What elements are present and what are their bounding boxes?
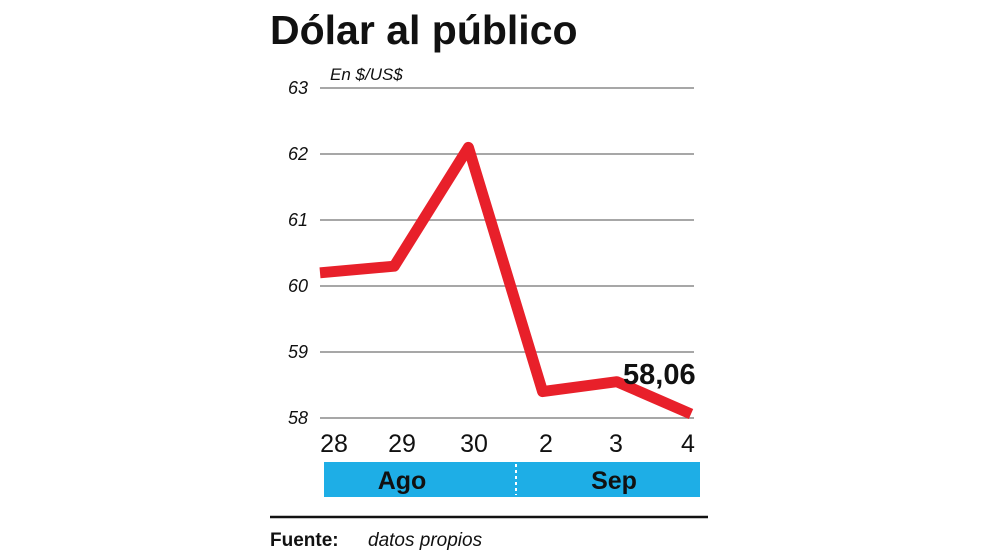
month-band: Ago Sep <box>324 462 700 497</box>
y-tick-labels: 58 59 60 61 62 63 <box>288 78 308 428</box>
source-label: Fuente: <box>270 530 339 551</box>
series-line-group <box>319 141 694 420</box>
y-tick-label-62: 62 <box>288 144 308 164</box>
x-tick-label-28: 28 <box>320 430 348 458</box>
month-label-sep: Sep <box>591 467 637 495</box>
chart-title: Dólar al público <box>270 7 578 53</box>
month-label-ago: Ago <box>378 467 427 495</box>
x-tick-labels: 28 29 30 2 3 4 <box>320 430 695 458</box>
x-tick-label-29: 29 <box>388 430 416 458</box>
source-text: datos propios <box>368 530 483 551</box>
x-tick-label-2: 2 <box>539 430 553 458</box>
y-tick-label-63: 63 <box>288 78 308 98</box>
x-tick-label-3: 3 <box>609 430 623 458</box>
x-tick-label-4: 4 <box>681 430 695 458</box>
gridlines <box>320 87 694 419</box>
x-tick-label-30: 30 <box>460 430 488 458</box>
y-tick-label-59: 59 <box>288 342 308 362</box>
y-tick-label-61: 61 <box>288 210 308 230</box>
unit-label: En $/US$ <box>330 65 403 84</box>
y-tick-label-58: 58 <box>288 408 308 428</box>
last-value-label: 58,06 <box>623 359 696 391</box>
month-band-bg <box>324 462 700 497</box>
y-tick-label-60: 60 <box>288 276 308 296</box>
series-line <box>319 141 694 420</box>
